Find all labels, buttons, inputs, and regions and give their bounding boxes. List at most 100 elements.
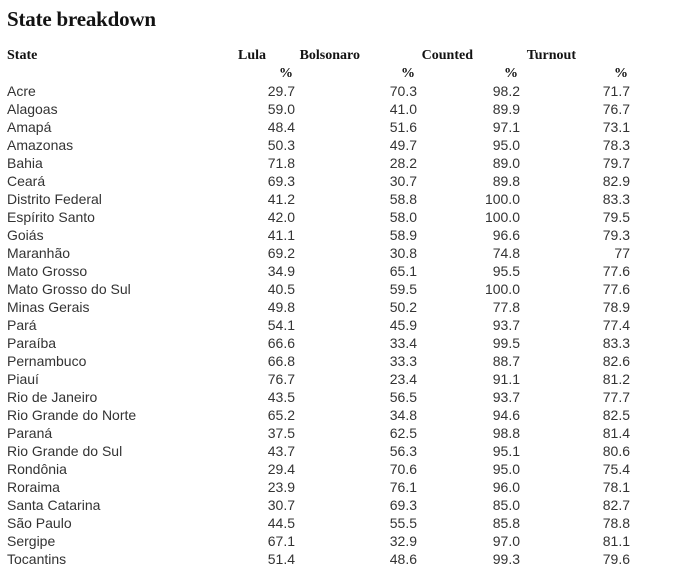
table-body: Acre 29.7 70.3 98.2 71.7 Alagoas 59.0 41… <box>7 82 630 568</box>
table-row: Espírito Santo 42.0 58.0 100.0 79.5 <box>7 208 630 226</box>
table-row: Rio Grande do Sul 43.7 56.3 95.1 80.6 <box>7 442 630 460</box>
lula-value-cell: 51.4 <box>267 551 295 567</box>
lula-value-cell: 44.5 <box>267 515 295 531</box>
bolsonaro-value-cell: 48.6 <box>389 551 417 567</box>
results-table: State Lula Bolsonaro Counted Turnout % %… <box>7 47 630 568</box>
table-row: Distrito Federal 41.2 58.8 100.0 83.3 <box>7 190 630 208</box>
lula-value-cell: 69.2 <box>267 245 295 261</box>
table-row: Roraima 23.9 76.1 96.0 78.1 <box>7 478 630 496</box>
table-row: Maranhão 69.2 30.8 74.8 77 <box>7 244 630 262</box>
lula-value-cell: 59.0 <box>267 101 295 117</box>
lula-value-cell: 42.0 <box>267 209 295 225</box>
turnout-value-cell: 79.5 <box>602 209 630 225</box>
bolsonaro-value-cell: 70.3 <box>389 83 417 99</box>
bolsonaro-value-cell: 65.1 <box>389 263 417 279</box>
bolsonaro-value-cell: 69.3 <box>389 497 417 513</box>
counted-value-cell: 89.0 <box>492 155 520 171</box>
lula-value-cell: 41.2 <box>267 191 295 207</box>
counted-value-cell: 100.0 <box>484 191 520 207</box>
state-cell: São Paulo <box>7 515 72 531</box>
col-header-counted: Counted <box>421 48 473 63</box>
lula-value-cell: 76.7 <box>267 371 295 387</box>
state-cell: Rio de Janeiro <box>7 389 98 405</box>
table-header-row: State Lula Bolsonaro Counted Turnout <box>7 47 630 65</box>
table-row: Acre 29.7 70.3 98.2 71.7 <box>7 82 630 100</box>
lula-value-cell: 30.7 <box>267 497 295 513</box>
state-cell: Alagoas <box>7 101 58 117</box>
page-title: State breakdown <box>7 7 156 31</box>
state-cell: Santa Catarina <box>7 497 101 513</box>
col-header-turnout: Turnout <box>526 48 576 63</box>
table-row: Rio Grande do Norte 65.2 34.8 94.6 82.5 <box>7 406 630 424</box>
lula-value-cell: 43.7 <box>267 443 295 459</box>
state-cell: Pará <box>7 317 37 333</box>
state-cell: Mato Grosso do Sul <box>7 281 131 297</box>
bolsonaro-value-cell: 56.5 <box>389 389 417 405</box>
bolsonaro-value-cell: 59.5 <box>389 281 417 297</box>
table-row: Mato Grosso 34.9 65.1 95.5 77.6 <box>7 262 630 280</box>
turnout-value-cell: 79.3 <box>602 227 630 243</box>
counted-value-cell: 97.1 <box>492 119 520 135</box>
table-row: Paraíba 66.6 33.4 99.5 83.3 <box>7 334 630 352</box>
state-cell: Amazonas <box>7 137 74 153</box>
counted-value-cell: 74.8 <box>492 245 520 261</box>
bolsonaro-value-cell: 62.5 <box>389 425 417 441</box>
lula-value-cell: 50.3 <box>267 137 295 153</box>
table-row: Pará 54.1 45.9 93.7 77.4 <box>7 316 630 334</box>
turnout-value-cell: 83.3 <box>602 335 630 351</box>
state-cell: Maranhão <box>7 245 71 261</box>
counted-value-cell: 85.0 <box>492 497 520 513</box>
turnout-value-cell: 77 <box>614 245 630 261</box>
state-cell: Sergipe <box>7 533 56 549</box>
counted-value-cell: 94.6 <box>492 407 520 423</box>
turnout-value-cell: 78.9 <box>602 299 630 315</box>
counted-value-cell: 89.8 <box>492 173 520 189</box>
counted-value-cell: 93.7 <box>492 317 520 333</box>
lula-value-cell: 29.4 <box>267 461 295 477</box>
bolsonaro-value-cell: 76.1 <box>389 479 417 495</box>
bolsonaro-value-cell: 23.4 <box>389 371 417 387</box>
lula-value-cell: 71.8 <box>267 155 295 171</box>
table-row: Sergipe 67.1 32.9 97.0 81.1 <box>7 532 630 550</box>
lula-value-cell: 65.2 <box>267 407 295 423</box>
lula-value-cell: 37.5 <box>267 425 295 441</box>
turnout-value-cell: 78.1 <box>602 479 630 495</box>
state-cell: Rio Grande do Sul <box>7 443 123 459</box>
state-cell: Amapá <box>7 119 52 135</box>
state-cell: Bahia <box>7 155 43 171</box>
counted-value-cell: 96.6 <box>492 227 520 243</box>
bolsonaro-value-cell: 45.9 <box>389 317 417 333</box>
table-row: Minas Gerais 49.8 50.2 77.8 78.9 <box>7 298 630 316</box>
bolsonaro-value-cell: 30.8 <box>389 245 417 261</box>
turnout-value-cell: 75.4 <box>602 461 630 477</box>
bolsonaro-value-cell: 50.2 <box>389 299 417 315</box>
lula-value-cell: 69.3 <box>267 173 295 189</box>
state-cell: Distrito Federal <box>7 191 102 207</box>
counted-value-cell: 98.8 <box>492 425 520 441</box>
table-row: Santa Catarina 30.7 69.3 85.0 82.7 <box>7 496 630 514</box>
counted-value-cell: 88.7 <box>492 353 520 369</box>
unit-cell-lula: % <box>279 66 293 81</box>
counted-value-cell: 95.0 <box>492 137 520 153</box>
lula-value-cell: 54.1 <box>267 317 295 333</box>
bolsonaro-value-cell: 28.2 <box>389 155 417 171</box>
bolsonaro-value-cell: 58.8 <box>389 191 417 207</box>
lula-value-cell: 49.8 <box>267 299 295 315</box>
counted-value-cell: 91.1 <box>492 371 520 387</box>
turnout-value-cell: 82.5 <box>602 407 630 423</box>
counted-value-cell: 95.5 <box>492 263 520 279</box>
bolsonaro-value-cell: 49.7 <box>389 137 417 153</box>
counted-value-cell: 89.9 <box>492 101 520 117</box>
counted-value-cell: 95.1 <box>492 443 520 459</box>
turnout-value-cell: 81.4 <box>602 425 630 441</box>
table-row: Rondônia 29.4 70.6 95.0 75.4 <box>7 460 630 478</box>
state-cell: Tocantins <box>7 551 67 567</box>
state-cell: Mato Grosso <box>7 263 88 279</box>
turnout-value-cell: 80.6 <box>602 443 630 459</box>
bolsonaro-value-cell: 41.0 <box>389 101 417 117</box>
bolsonaro-value-cell: 55.5 <box>389 515 417 531</box>
table-unit-row: % % % % <box>7 65 630 82</box>
lula-value-cell: 66.6 <box>267 335 295 351</box>
turnout-value-cell: 77.6 <box>602 281 630 297</box>
